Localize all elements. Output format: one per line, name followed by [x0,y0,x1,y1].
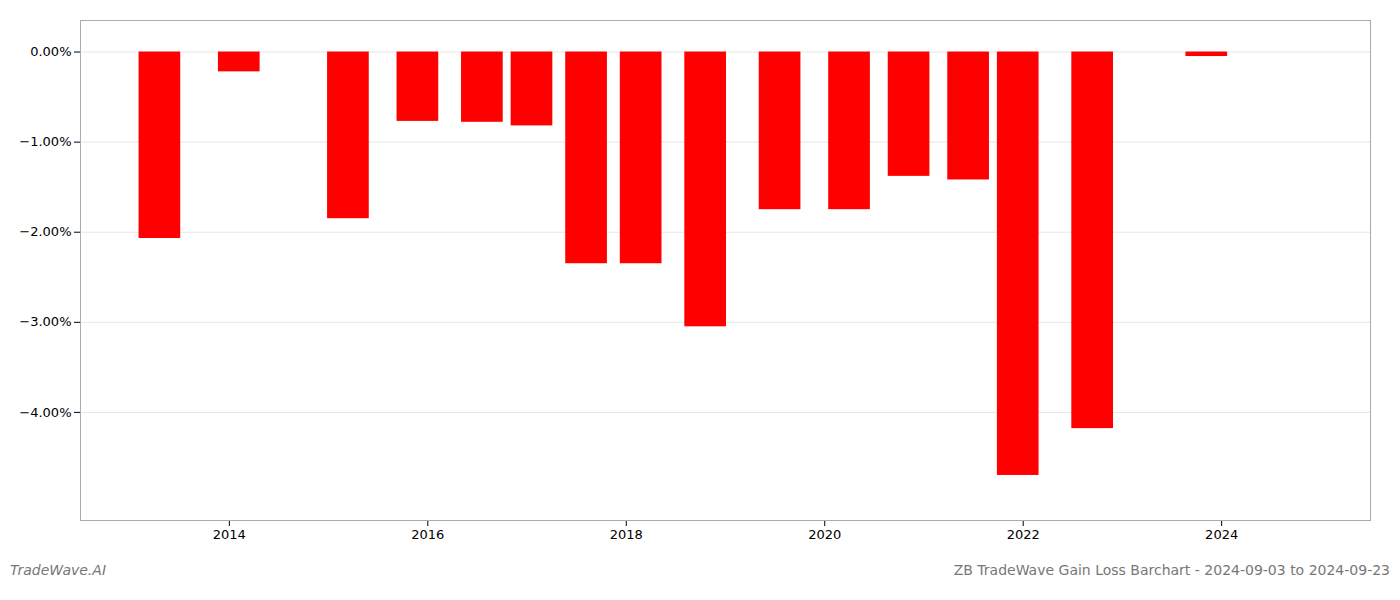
svg-text:−4.00%: −4.00% [19,405,71,420]
svg-text:0.00%: 0.00% [30,44,71,59]
svg-text:2020: 2020 [808,527,841,542]
svg-text:2014: 2014 [213,527,246,542]
svg-text:−3.00%: −3.00% [19,314,71,329]
svg-text:2016: 2016 [411,527,444,542]
svg-text:−1.00%: −1.00% [19,134,71,149]
svg-text:2024: 2024 [1205,527,1238,542]
svg-text:2022: 2022 [1007,527,1040,542]
svg-text:−2.00%: −2.00% [19,224,71,239]
svg-text:2018: 2018 [610,527,643,542]
html-text:ZB TradeWave Gain Loss Barchar: ZB TradeWave Gain Loss Barchart - 2024-0… [953,562,1390,578]
html-text:TradeWave.AI: TradeWave.AI [10,562,106,578]
